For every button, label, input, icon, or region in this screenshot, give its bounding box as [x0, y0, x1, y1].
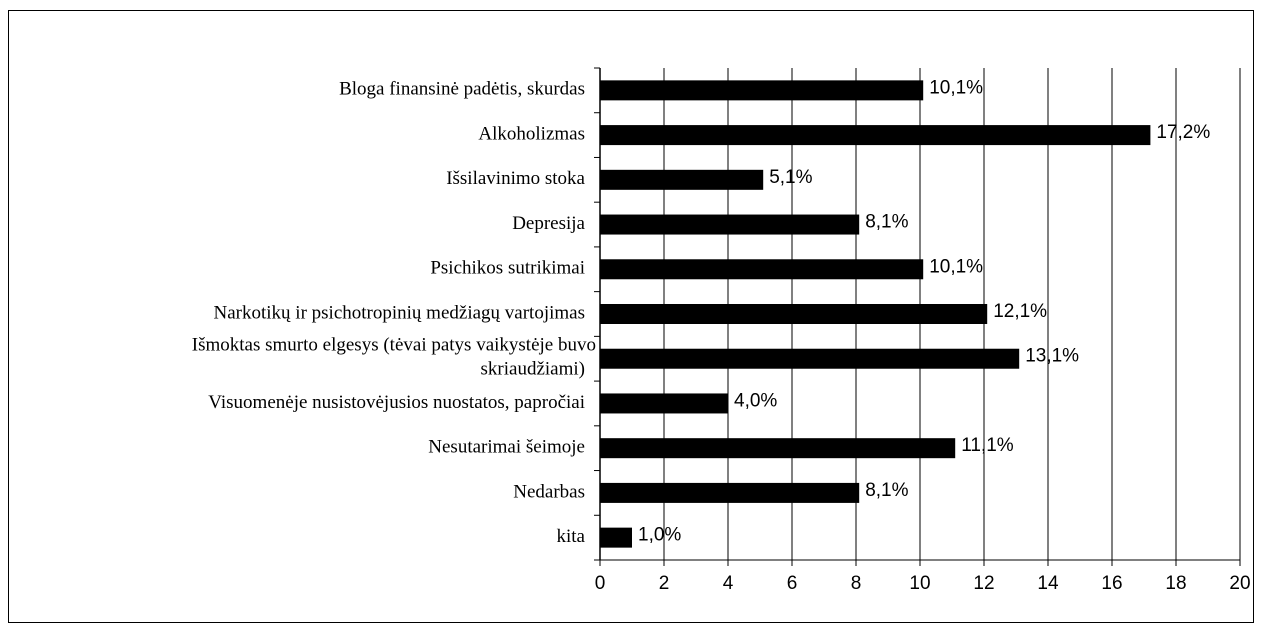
value-label: 8,1%: [865, 480, 908, 501]
bar: [600, 304, 988, 324]
value-label: 17,2%: [1156, 122, 1210, 143]
value-label: 13,1%: [1025, 346, 1079, 367]
x-tick-label: 0: [595, 573, 606, 594]
x-tick-label: 8: [851, 573, 862, 594]
y-tick-label: Nedarbas: [513, 481, 585, 502]
y-tick-label: Bloga finansinė padėtis, skurdas: [339, 79, 585, 100]
x-tick-label: 6: [787, 573, 798, 594]
bar: [600, 348, 1020, 369]
value-label: 4,0%: [734, 390, 777, 411]
value-label: 8,1%: [865, 212, 908, 233]
y-tick-label: Depresija: [512, 213, 585, 234]
bar: [600, 125, 1151, 146]
x-tick-label: 2: [659, 573, 670, 594]
y-tick-label: Išmoktas smurto elgesys (tėvai patys vai…: [192, 335, 596, 380]
bar: [600, 259, 924, 280]
value-label: 10,1%: [929, 256, 983, 277]
bar: [600, 393, 728, 414]
y-tick-label: Išsilavinimo stoka: [446, 168, 585, 189]
y-tick-label: Alkoholizmas: [478, 123, 585, 144]
value-label: 1,0%: [638, 525, 681, 546]
x-tick-label: 4: [723, 573, 734, 594]
bar: [600, 438, 956, 459]
x-tick-label: 12: [973, 573, 994, 594]
bar: [600, 80, 924, 101]
x-tick-label: 14: [1037, 573, 1059, 594]
value-label: 11,1%: [961, 435, 1014, 456]
value-label: 5,1%: [769, 167, 812, 188]
bar: [600, 169, 764, 190]
y-tick-label: kita: [557, 526, 586, 547]
bar: [600, 214, 860, 235]
x-tick-label: 16: [1101, 573, 1122, 594]
y-tick-label: Psichikos sutrikimai: [430, 258, 585, 279]
x-tick-label: 18: [1165, 573, 1186, 594]
y-tick-label: Narkotikų ir psichotropinių medžiagų var…: [214, 302, 585, 323]
y-tick-label: Nesutarimai šeimoje: [428, 437, 585, 458]
value-label: 12,1%: [993, 301, 1047, 322]
y-tick-label: Visuomenėje nusistovėjusios nuostatos, p…: [208, 392, 585, 413]
value-label: 10,1%: [929, 77, 983, 98]
x-tick-label: 20: [1229, 573, 1250, 594]
x-tick-label: 10: [909, 573, 930, 594]
bar: [600, 527, 632, 548]
bar: [600, 482, 860, 503]
